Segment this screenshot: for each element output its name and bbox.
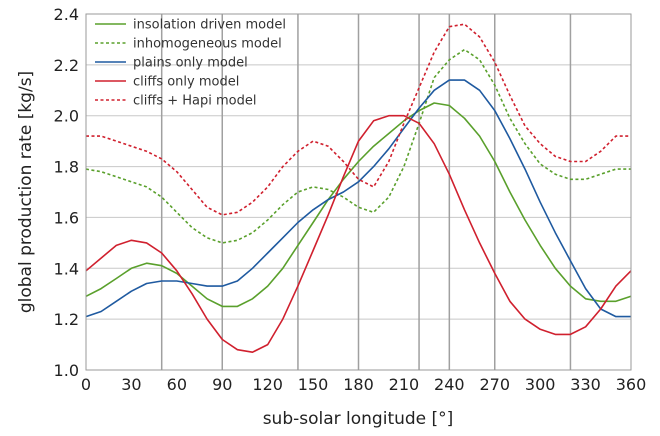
legend-label: inhomogeneous model [133,37,282,52]
x-tick-label: 240 [434,375,465,394]
plot-frame [85,13,632,371]
series-line-5 [86,23,631,216]
x-tick-label: 150 [298,375,329,394]
legend-label: insolation driven model [133,18,286,33]
y-tick-label: 2.4 [54,5,79,24]
x-tick-labels: 0 30 60 90 120 150 180 210 240 270 300 330 360 [81,375,646,394]
x-tick-label: 0 [81,375,91,394]
series-lines [85,23,632,354]
series-line-3 [85,79,631,318]
x-tick-label: 300 [525,375,556,394]
x-axis-title: sub-solar longitude [°] [263,409,454,429]
series-line-4 [85,114,632,354]
x-tick-label: 360 [616,375,647,394]
y-tick-label: 1.2 [54,310,79,329]
x-tick-label: 90 [212,375,232,394]
legend: insolation driven model inhomogeneous mod… [95,18,286,109]
y-tick-label: 2.0 [54,107,79,126]
x-tick-label: 330 [570,375,601,394]
y-tick-labels: 1.0 1.2 1.4 1.6 1.8 2.0 2.2 2.4 [54,5,79,380]
legend-label: plains only model [133,56,248,71]
y-tick-label: 1.0 [54,361,79,380]
series-line-1 [85,102,632,308]
legend-label: cliffs only model [133,75,239,90]
y-tick-label: 2.2 [54,56,79,75]
x-tick-label: 180 [343,375,374,394]
y-tick-label: 1.6 [54,208,79,227]
y-tick-label: 1.8 [54,158,79,177]
y-axis-title: global production rate [kg/s] [16,71,36,313]
x-tick-label: 120 [252,375,283,394]
x-tick-label: 60 [167,375,187,394]
y-tick-label: 1.4 [54,259,79,278]
vertical-gridlines [160,14,572,370]
x-tick-label: 270 [479,375,510,394]
legend-label: cliffs + Hapi model [133,94,256,109]
x-tick-label: 210 [389,375,420,394]
x-tick-label: 30 [121,375,141,394]
